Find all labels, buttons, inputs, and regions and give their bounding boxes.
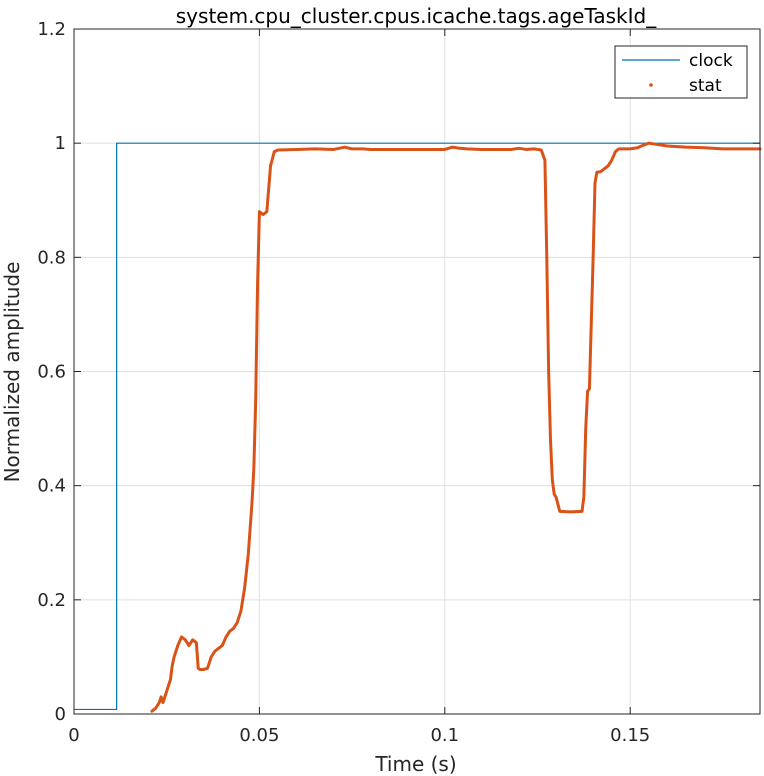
chart-title: system.cpu_cluster.cpus.icache.tags.ageT…: [176, 4, 657, 28]
x-axis-ticks: 0 0.05 0.1 0.15: [68, 29, 650, 746]
legend: clock stat: [614, 45, 748, 99]
legend-stat-label: stat: [689, 76, 722, 96]
y-tick-label: 0: [55, 704, 66, 725]
y-tick-label: 0.2: [37, 590, 66, 611]
x-tick-label: 0: [68, 725, 79, 746]
y-tick-label: 1.2: [37, 19, 66, 40]
y-tick-label: 0.4: [37, 476, 66, 497]
series-layer: [73, 141, 762, 713]
y-tick-label: 1: [55, 133, 66, 154]
series-line-clock: [73, 142, 761, 711]
x-tick-label: 0.15: [610, 725, 650, 746]
y-axis-ticks: 0 0.2 0.4 0.6 0.8 1 1.2: [37, 19, 760, 725]
series-line-stat: [150, 141, 762, 713]
x-tick-label: 0.05: [239, 725, 279, 746]
legend-box: [614, 45, 748, 99]
y-axis-label: Normalized amplitude: [0, 262, 24, 483]
legend-clock-label: clock: [689, 51, 733, 71]
y-tick-label: 0.6: [37, 362, 66, 383]
x-tick-label: 0.1: [430, 725, 459, 746]
y-tick-label: 0.8: [37, 247, 66, 268]
x-axis-label: Time (s): [374, 752, 456, 776]
legend-stat-swatch: [649, 83, 653, 87]
